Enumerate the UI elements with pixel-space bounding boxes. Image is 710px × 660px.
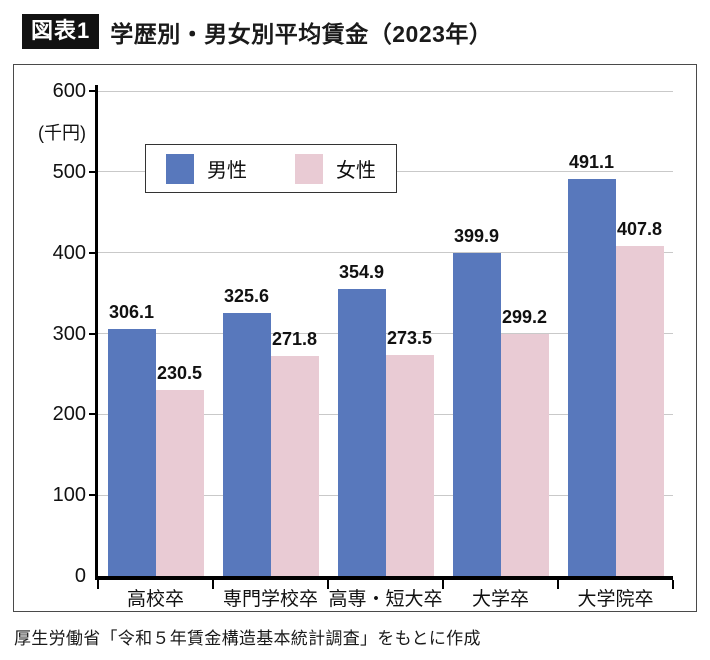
y-tick-label: 100 (52, 484, 86, 507)
y-axis-tick (89, 332, 95, 335)
category-label: 専門学校卒 (222, 589, 318, 610)
y-axis-tick (89, 413, 95, 416)
bar-male: 306.1 (107, 302, 156, 576)
x-axis-tick (327, 580, 329, 589)
y-tick-label: 0 (74, 565, 86, 587)
legend: 男性 女性 (145, 144, 397, 193)
y-axis-unit-label: (千円) (38, 123, 86, 143)
bar-group-2: 325.6 271.8 (213, 65, 328, 576)
y-axis-tick (89, 90, 95, 92)
bar-value-label: 273.5 (386, 327, 433, 348)
bar-group-1: 306.1 230.5 (98, 65, 213, 576)
y-axis-tick (89, 251, 95, 254)
bar-value-label: 399.9 (453, 225, 500, 246)
x-axis-tick (672, 580, 674, 589)
category-label: 大学卒 (471, 589, 529, 610)
bar-value-label: 491.1 (568, 152, 615, 173)
bar-value-label: 299.2 (501, 307, 548, 328)
x-axis-line (95, 576, 673, 580)
category-label: 大学院卒 (577, 589, 654, 610)
x-axis-tick (442, 580, 444, 589)
legend-swatch-female (295, 153, 323, 184)
bar-value-label: 306.1 (108, 301, 155, 322)
gridline (98, 252, 673, 254)
bar-female: 299.2 (500, 307, 549, 576)
bar-value-label: 271.8 (271, 329, 318, 350)
bar-female: 273.5 (385, 328, 434, 576)
bar-group-4: 399.9 299.2 (443, 65, 558, 576)
bar-value-label: 230.5 (156, 362, 203, 383)
bar-male: 325.6 (222, 286, 271, 576)
x-axis-tick (97, 580, 99, 589)
category-labels-row: 高校卒 専門学校卒 高専・短大卒 大学卒 大学院卒 (98, 584, 673, 611)
chart-container: 0 100 200 300 400 500 600 (千円) 306.1 230.5 325.6… (13, 64, 697, 612)
y-tick-label: 200 (52, 403, 86, 426)
y-tick-label: 300 (52, 322, 86, 345)
bar-group-3: 354.9 273.5 (328, 65, 443, 576)
legend-swatch-male (166, 153, 194, 184)
gridline (98, 333, 673, 334)
gridline (98, 90, 673, 92)
plot-area: 306.1 230.5 325.6 271.8 354.9 273.5 399.9 299.2… (98, 65, 673, 576)
y-tick-label: 600 (52, 80, 86, 102)
bar-group-5: 491.1 407.8 (558, 65, 673, 576)
x-axis-tick (557, 580, 559, 589)
y-tick-label: 500 (52, 160, 86, 183)
bar-value-label: 325.6 (223, 285, 270, 306)
bar-female: 407.8 (615, 219, 664, 576)
bar-female: 230.5 (155, 363, 204, 576)
page-title: 学歴別・男女別平均賃金（2023年） (110, 20, 493, 47)
category-label: 高専・短大卒 (328, 589, 443, 610)
y-axis-tick (89, 494, 95, 497)
y-tick-label: 400 (52, 241, 86, 264)
bar-value-label: 407.8 (616, 219, 663, 240)
bar-female: 271.8 (270, 329, 319, 576)
category-label: 高校卒 (126, 589, 184, 610)
legend-label-male: 男性 (207, 160, 247, 182)
chart-header: 図表1 学歴別・男女別平均賃金（2023年） (22, 14, 492, 49)
bar-male: 399.9 (452, 226, 501, 576)
y-axis-tick (89, 170, 95, 173)
source-note: 厚生労働省「令和５年賃金構造基本統計調査」をもとに作成 (14, 629, 481, 648)
figure-badge: 図表1 (22, 14, 100, 49)
y-axis-line (95, 85, 98, 580)
x-axis-tick (212, 580, 214, 589)
legend-label-female: 女性 (336, 160, 376, 182)
bar-male: 491.1 (567, 152, 616, 576)
bar-value-label: 354.9 (338, 262, 385, 283)
bar-male: 354.9 (337, 262, 386, 576)
